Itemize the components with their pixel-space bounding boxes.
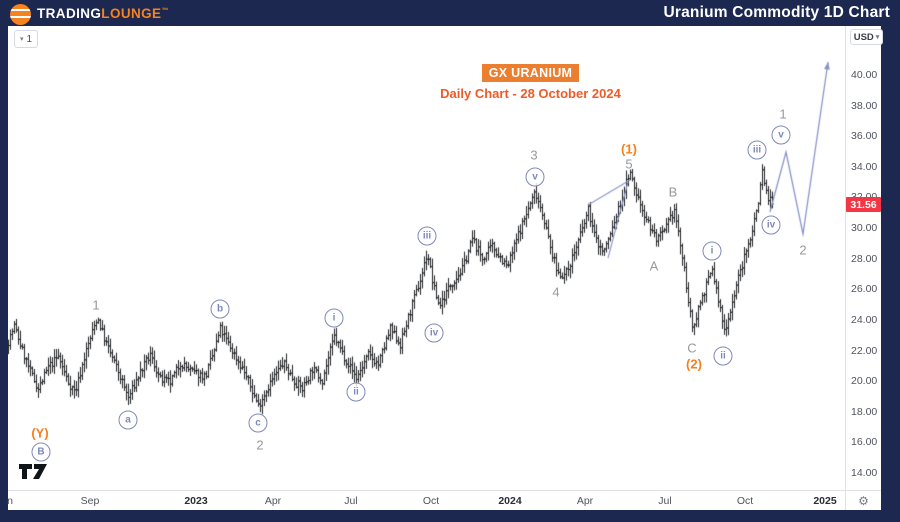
y-axis-tick: 40.00: [851, 69, 878, 81]
y-axis-tick: 34.00: [851, 160, 878, 173]
brand-trading: TRADING: [37, 6, 102, 22]
y-axis-tick: 28.00: [851, 252, 878, 265]
trading-lounge-logo: TRADINGLOUNGE™: [10, 3, 169, 25]
x-axis-tick: 2024: [498, 495, 522, 507]
wave-label: 3: [530, 147, 538, 163]
wave-label: i: [702, 241, 722, 261]
chevron-down-icon: ▾: [20, 35, 24, 43]
x-axis-tick: n: [7, 495, 13, 507]
price-axis[interactable]: 40.0038.0036.0034.0032.0030.0028.0026.00…: [845, 26, 881, 490]
wave-label: 1: [92, 297, 100, 313]
wave-label: 1: [779, 106, 787, 122]
x-axis-tick: Apr: [264, 495, 282, 507]
axis-corner: ⚙: [845, 490, 881, 510]
y-axis-tick: 14.00: [851, 467, 878, 479]
wave-label: (Y): [31, 425, 49, 441]
y-axis-tick: 30.00: [851, 222, 878, 235]
wave-label: 2: [799, 242, 807, 258]
wave-label: v: [525, 167, 545, 187]
last-price-badge: 31.56: [846, 197, 881, 212]
interval-label: 1: [26, 33, 33, 45]
gear-icon[interactable]: ⚙: [858, 493, 869, 508]
x-axis-tick: Jul: [658, 495, 672, 507]
top-bar: TRADINGLOUNGE™ Uranium Commodity 1D Char…: [0, 0, 900, 26]
symbol-badge: GX URANIUM: [481, 64, 580, 82]
wave-label: iii: [747, 140, 767, 160]
brand-text: TRADINGLOUNGE™: [37, 7, 169, 21]
y-axis-tick: 26.00: [851, 283, 878, 296]
window-title: Uranium Commodity 1D Chart: [663, 4, 890, 21]
wave-label: 4: [552, 284, 560, 300]
currency-selector[interactable]: USD ▾: [850, 29, 883, 45]
wave-label: iv: [761, 215, 781, 235]
x-axis-tick: Sep: [80, 495, 100, 507]
interval-selector[interactable]: ▾ 1: [14, 30, 39, 48]
wave-label: B: [31, 442, 51, 462]
x-axis-tick: Apr: [576, 495, 594, 507]
wave-label: c: [248, 413, 268, 433]
time-axis[interactable]: n Sep 2023 Apr Jul Oct 2024 Apr Jul Oct 2025: [7, 490, 881, 510]
tradingview-logo-icon[interactable]: [18, 463, 48, 485]
brand-lounge: LOUNGE: [101, 6, 162, 22]
x-axis-tick: Oct: [422, 495, 440, 507]
wave-label: i: [324, 308, 344, 328]
chart-title-block: GX URANIUM Daily Chart - 28 October 2024: [408, 64, 653, 101]
wave-label: (2): [686, 356, 702, 372]
wave-label: 2: [256, 437, 264, 453]
y-axis-tick: 18.00: [851, 405, 878, 418]
wave-label: A: [649, 258, 659, 274]
y-axis-tick: 20.00: [851, 375, 878, 388]
trading-lounge-logo-icon: [10, 3, 31, 25]
wave-label: 5: [625, 156, 633, 172]
chevron-down-icon: ▾: [875, 33, 880, 41]
y-axis-tick: 22.00: [851, 344, 878, 357]
chart-card: ▾ 1 GX URANIUM Daily Chart - 28 October …: [7, 26, 883, 510]
x-axis-tick: 2025: [813, 495, 837, 507]
y-axis-tick: 24.00: [851, 313, 878, 326]
x-axis-tick: 2023: [184, 495, 208, 507]
wave-label: v: [771, 125, 791, 145]
wave-label: ii: [346, 382, 366, 402]
currency-label: USD: [853, 31, 874, 43]
y-axis-tick: 16.00: [851, 436, 878, 449]
wave-label: B: [668, 184, 678, 200]
chart-subtitle: Daily Chart - 28 October 2024: [440, 86, 621, 101]
wave-label: iv: [424, 323, 444, 343]
wave-label: iii: [417, 226, 437, 246]
x-axis-tick: Jul: [344, 495, 358, 507]
wave-label: ii: [713, 346, 733, 366]
trademark-symbol: ™: [161, 7, 169, 15]
wave-label: C: [687, 340, 697, 356]
y-axis-tick: 36.00: [851, 130, 878, 143]
wave-label: (1): [621, 141, 637, 157]
x-axis-tick: Oct: [736, 495, 754, 507]
wave-label: a: [118, 410, 138, 430]
y-axis-tick: 38.00: [851, 99, 878, 112]
wave-label: b: [210, 299, 230, 319]
